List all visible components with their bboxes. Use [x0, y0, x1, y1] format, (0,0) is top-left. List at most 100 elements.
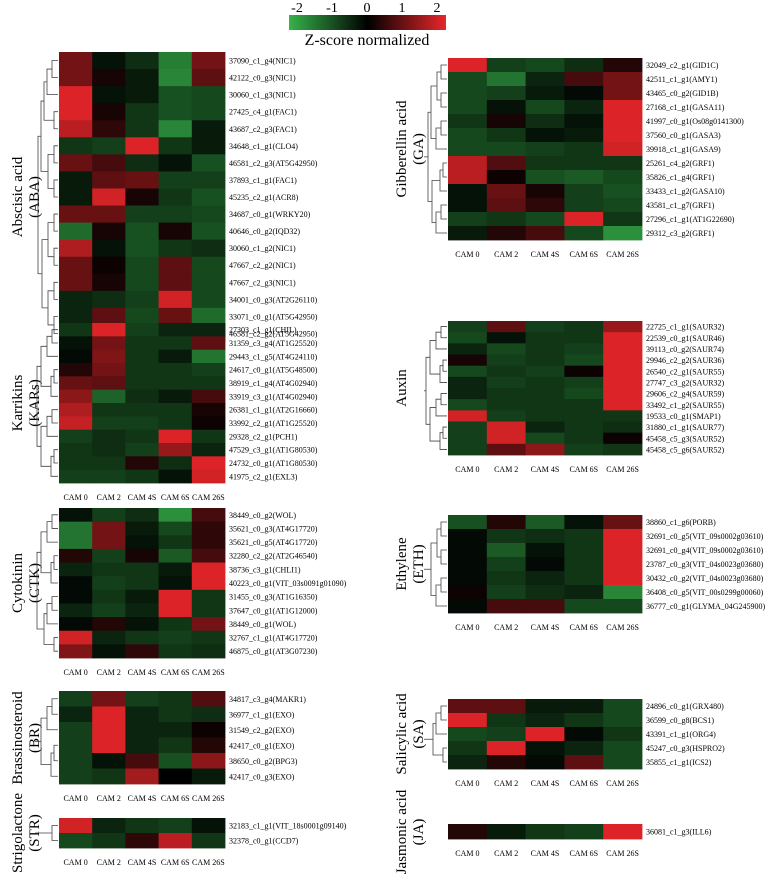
dendrogram-branch: [50, 562, 58, 584]
heatmap-cell: [486, 212, 526, 227]
heatmap-cell: [564, 354, 604, 367]
heatmap-cell: [158, 389, 193, 404]
heatmap-cell: [92, 376, 126, 391]
dendrogram-branch: [440, 204, 447, 220]
heatmap-cell: [525, 58, 565, 73]
heatmap-cell: [92, 120, 126, 138]
gene-label: 23787_c0_g3(VIT_04s0023g03680): [646, 560, 764, 569]
column-label: CAM 6S: [569, 250, 598, 259]
heatmap-cell: [125, 818, 159, 834]
panel-title: Brassinosteroid(BR): [10, 691, 43, 785]
heatmap-cell: [191, 290, 226, 309]
gene-label: 45235_c2_g1(ACR8): [229, 193, 299, 202]
heatmap-cell: [59, 818, 93, 834]
dendrogram-branch: [40, 425, 51, 467]
heatmap-cell: [486, 321, 526, 333]
heatmap-cell: [158, 323, 193, 337]
heatmap-cell: [448, 741, 488, 756]
heatmap-cell: [92, 323, 126, 337]
heatmap-cell: [92, 768, 126, 785]
panel-title-line1: Jasmonic acid: [394, 789, 410, 874]
heatmap-cell: [59, 753, 93, 769]
heatmap-cell: [448, 184, 488, 199]
heatmap-cell: [125, 456, 159, 471]
gene-label: 38449_c0_g1(WOL): [229, 620, 296, 629]
heatmap-cell: [191, 403, 226, 417]
dendrogram-branch: [435, 331, 447, 350]
heatmap-panel: Salicylic acid(SA) 24896_c0_g1(GRX480) 365…: [394, 693, 725, 788]
heatmap-cell: [191, 722, 226, 738]
heatmap-cell: [525, 100, 565, 115]
gene-label: 24617_c0_g1(AT5G48500): [229, 366, 318, 375]
heatmap-cell: [92, 239, 126, 258]
heatmap-cell: [92, 336, 126, 351]
heatmap-cell: [564, 432, 604, 445]
panel-title-line1: Ethylene: [394, 537, 410, 591]
panel-title: Jasmonic acid(JA): [394, 789, 427, 874]
column-label: CAM 4S: [128, 794, 157, 803]
heatmap-cell: [564, 557, 604, 572]
heatmap-cell: [448, 713, 488, 728]
heatmap-cell: [125, 171, 159, 189]
heatmap-cell: [158, 589, 193, 604]
heatmap-cell: [603, 699, 643, 714]
gene-label: 32691_c0_g5(VIT_09s0002g03610): [646, 532, 764, 541]
heatmap-cell: [158, 376, 193, 391]
heatmap-cell: [191, 171, 226, 189]
heatmap-cell: [125, 737, 159, 754]
panel-title-line2: (JA): [411, 819, 427, 846]
heatmap-cell: [564, 321, 604, 333]
heatmap-panel: Gibberellin acid(GA) 32049_c2_g1(GID1C) 42…: [394, 58, 744, 259]
row-dendrogram: [35, 698, 58, 777]
heatmap-cell: [525, 713, 565, 728]
heatmap-cell: [525, 128, 565, 143]
gene-label: 30432_c0_g2(VIT_04s0023g03680): [646, 574, 764, 583]
heatmap-cell: [448, 432, 488, 445]
heatmap-cell: [59, 706, 93, 723]
heatmap-cell: [158, 69, 193, 87]
dendrogram-branch: [51, 409, 58, 424]
gene-label: 47529_c3_g1(AT1G80530): [229, 446, 318, 455]
gene-label: 31880_c1_g1(SAUR77): [646, 423, 725, 432]
heatmap-cell: [158, 562, 193, 577]
heatmap-cell: [125, 290, 159, 309]
gene-label: 27303_c1_g1(CHIL): [229, 326, 297, 335]
heatmap-cell: [158, 188, 193, 206]
heatmap-cell: [448, 599, 488, 614]
heatmap-cell: [158, 644, 193, 659]
heatmap-cell: [125, 768, 159, 785]
heatmap-cell: [486, 198, 526, 213]
gene-label: 41997_c0_g1(Os08g0141300): [646, 117, 744, 126]
heatmap-cell: [603, 128, 643, 143]
heatmap-cell: [125, 120, 159, 138]
heatmap-cell: [158, 86, 193, 104]
gene-label: 35826_c1_g4(GRF1): [646, 173, 715, 182]
heatmap-cell: [125, 239, 159, 258]
panel-title: Cytokinin(CTK): [10, 553, 43, 614]
heatmap-cell: [448, 585, 488, 600]
heatmap-cell: [564, 198, 604, 213]
gene-label: 32183_c1_g1(VIT_18s0001g09140): [229, 822, 347, 831]
heatmap-cell: [486, 585, 526, 600]
dendrogram-branch: [53, 637, 58, 652]
heatmap-cell: [158, 753, 193, 769]
heatmap-cell: [564, 388, 604, 400]
heatmap-cell: [158, 336, 193, 351]
heatmap-cell: [92, 617, 126, 632]
column-label: CAM 4S: [128, 668, 157, 677]
heatmap-cell: [525, 699, 565, 714]
heatmap-cell: [92, 469, 126, 484]
gene-label: 46581_c2_g2(AT5G42950): [229, 329, 318, 338]
heatmap-cell: [191, 630, 226, 645]
heatmap-cell: [525, 365, 565, 378]
gene-label: 38860_c1_g6(PORB): [646, 518, 716, 527]
panel-title-line2: (ETH): [411, 544, 427, 583]
heatmap-cell: [564, 824, 604, 840]
heatmap-cell: [125, 154, 159, 172]
heatmap-cell: [125, 691, 159, 707]
heatmap-cell: [603, 410, 643, 422]
heatmap-cell: [486, 755, 526, 770]
panel-title-line2: (GA): [411, 133, 427, 165]
panel-title-line2: (SA): [411, 719, 427, 748]
column-label: CAM 2: [97, 794, 121, 803]
